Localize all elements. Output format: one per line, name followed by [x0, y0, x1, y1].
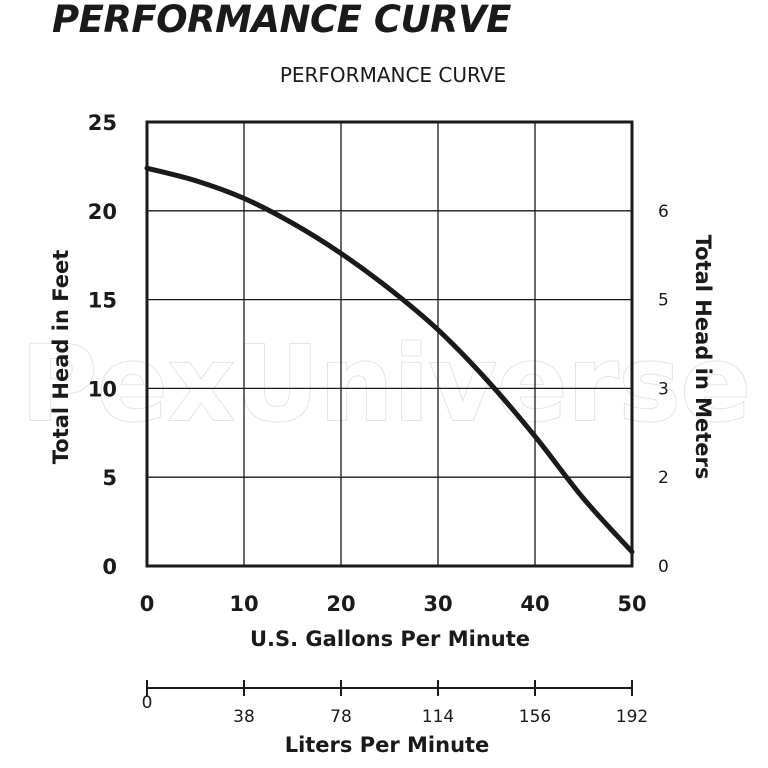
y2-tick-label: 6	[658, 202, 669, 222]
performance-curve	[144, 165, 635, 555]
y2-tick-label: 2	[658, 468, 669, 488]
y-tick-label: 10	[88, 377, 117, 401]
x-tick-label: 20	[326, 592, 355, 616]
chart-title: PERFORMANCE CURVE	[280, 63, 506, 87]
y2-tick-label: 3	[658, 379, 669, 399]
y2-tick-label: 5	[658, 291, 669, 311]
y2-axis-label: Total Head in Meters	[691, 235, 715, 480]
y-tick-label: 5	[102, 466, 117, 490]
y-tick-label: 20	[88, 200, 117, 224]
x-tick-label: 30	[423, 592, 452, 616]
x-tick-label: 50	[617, 592, 646, 616]
lpm-tick-label: 38	[233, 707, 255, 727]
x-tick-label: 0	[140, 592, 155, 616]
lpm-tick-label: 192	[616, 707, 648, 727]
watermark: PexUniverse	[21, 323, 751, 445]
x2-axis-label: Liters Per Minute	[285, 733, 490, 757]
lpm-tick-label: 114	[422, 707, 454, 727]
lpm-tick-label: 0	[142, 693, 153, 713]
y-tick-label: 25	[88, 111, 117, 135]
lpm-tick-label: 156	[519, 707, 551, 727]
y-tick-label: 0	[102, 555, 117, 579]
x-tick-label: 10	[229, 592, 258, 616]
plot-frame	[145, 120, 634, 568]
x-axis-label: U.S. Gallons Per Minute	[250, 627, 530, 651]
y-axis-label: Total Head in Feet	[49, 250, 73, 465]
lpm-tick-label: 78	[330, 707, 352, 727]
y2-tick-label: 0	[658, 557, 669, 577]
x-tick-label: 40	[520, 592, 549, 616]
y-tick-label: 15	[88, 289, 117, 313]
page-title: PERFORMANCE CURVE	[52, 0, 511, 41]
